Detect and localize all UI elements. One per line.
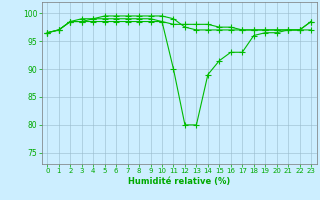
X-axis label: Humidité relative (%): Humidité relative (%) xyxy=(128,177,230,186)
